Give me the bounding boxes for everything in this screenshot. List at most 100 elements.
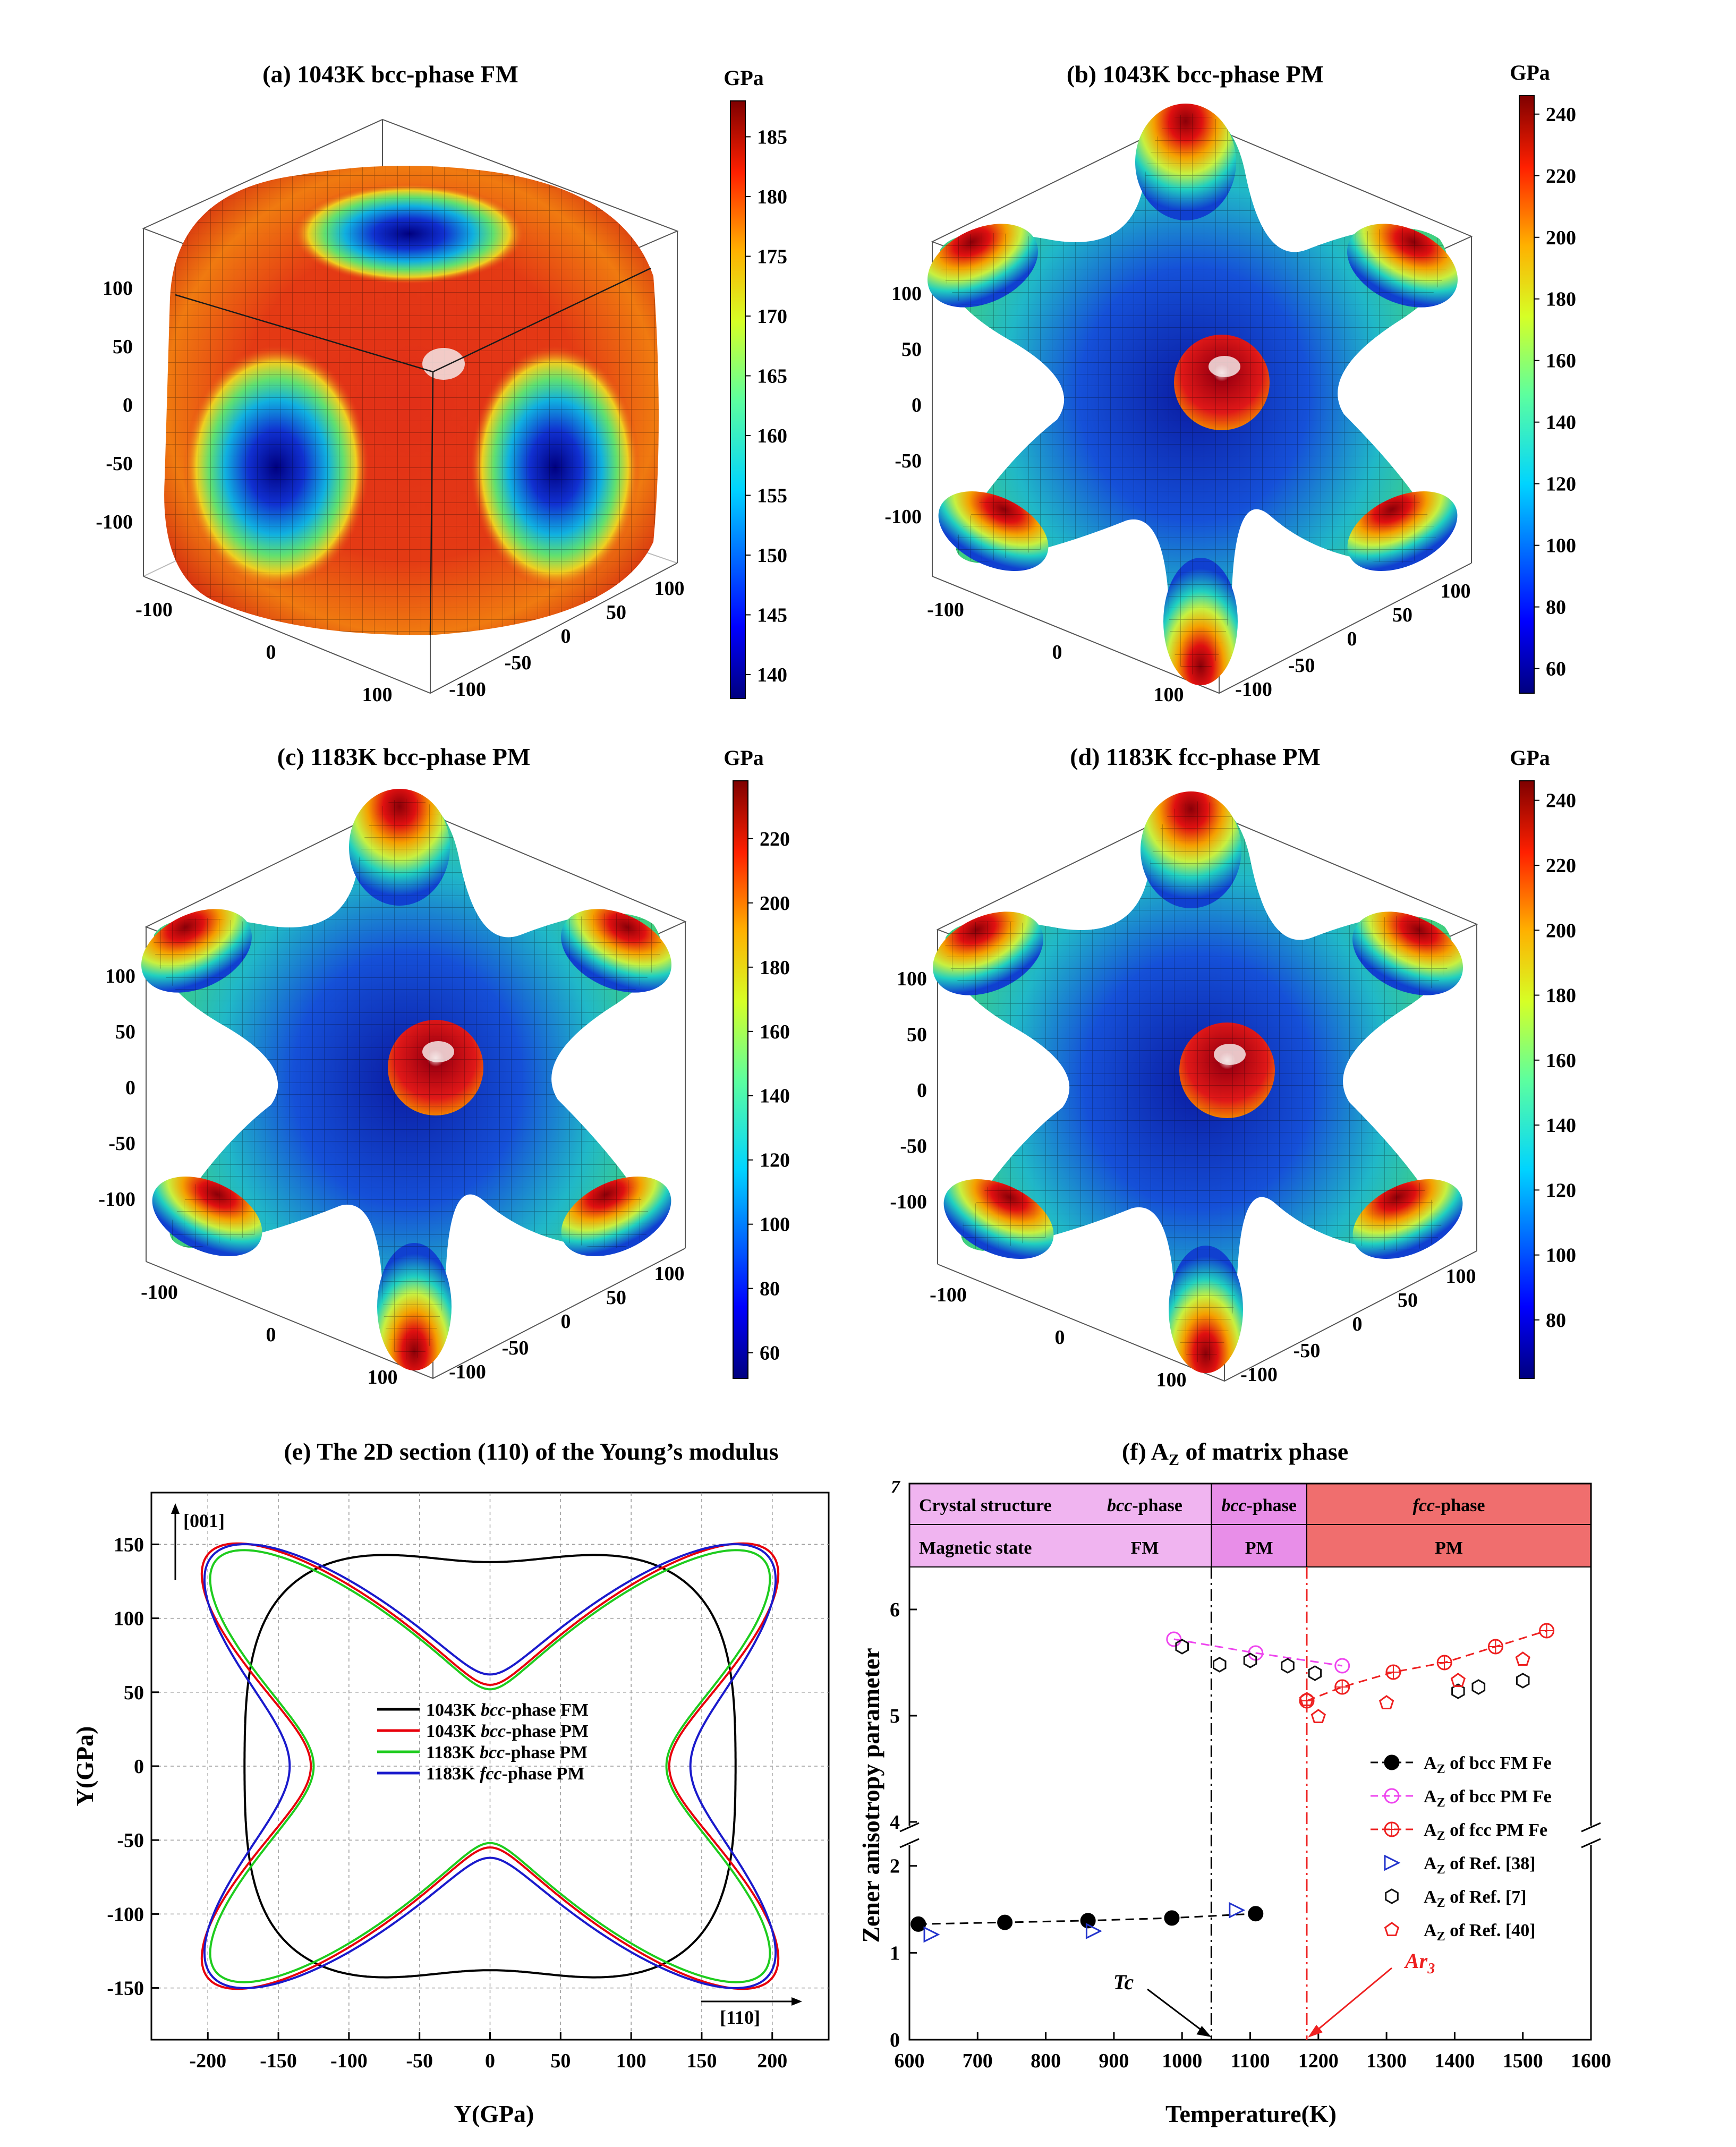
axis-break-mark — [1581, 1822, 1601, 1833]
legend-label-part: 1183K — [426, 1743, 480, 1762]
legend-label-part: Z — [1437, 1930, 1445, 1944]
legend-label-part: 1043K — [426, 1722, 481, 1741]
colorbar-tick-label: 240 — [1546, 104, 1576, 126]
y-tick: 0 — [1352, 1313, 1363, 1335]
marker-hexagon — [1175, 1639, 1189, 1655]
table-cell-part: fcc — [1413, 1496, 1435, 1515]
marker-hexagon — [1281, 1658, 1295, 1674]
y-tick: -100 — [1240, 1364, 1278, 1386]
marker-hexagon — [1516, 1673, 1530, 1689]
marker-cross — [1335, 1680, 1349, 1694]
panel-a: (a) 1043K bcc-phase FM GPa 1851801751701… — [96, 61, 787, 706]
y-tick-label: 150 — [114, 1533, 144, 1556]
y-tick: 100 — [1446, 1265, 1476, 1288]
legend-label-part: -phase PM — [506, 1722, 589, 1741]
marker-filled-circle — [1164, 1910, 1180, 1926]
panel-b-colorbar-unit: GPa — [1510, 61, 1550, 84]
panel-e-grid — [151, 1493, 829, 2040]
legend-label: 1183K bcc-phase PM — [426, 1743, 588, 1762]
marker-triangle — [1384, 1854, 1401, 1871]
z-tick: 0 — [125, 1077, 135, 1099]
legend-label: 1043K bcc-phase FM — [426, 1700, 589, 1720]
marker-pentagon — [1299, 1692, 1315, 1706]
curve-1183k-fcc-phase-pm — [203, 1543, 777, 1989]
panel-e-polar-section: (e) The 2D section (110) of the Young’s … — [71, 1438, 830, 2127]
z-tick: 50 — [115, 1021, 135, 1043]
table-cell: fcc-phase — [1413, 1496, 1485, 1515]
marker-triangle — [923, 1926, 940, 1943]
panel-a-colorbar-ticks: 185 180 175 170 165 160 155 150 145 140 — [745, 126, 787, 686]
legend-label-part: A — [1424, 1787, 1437, 1807]
table-cell-part: -phase — [1132, 1496, 1182, 1515]
x-tick-label: 150 — [686, 2050, 717, 2072]
table-cell-part: -phase — [1247, 1496, 1297, 1515]
colorbar-tick-label: 150 — [757, 544, 787, 567]
marker-pentagon — [1310, 1709, 1326, 1723]
table-cell: FM — [1131, 1538, 1159, 1558]
legend-label-part: -phase PM — [502, 1764, 585, 1784]
colorbar-tick-label: 160 — [1546, 1050, 1576, 1072]
z-tick: -50 — [108, 1132, 135, 1155]
colorbar-tick-label: 200 — [760, 892, 790, 915]
panel-b-title: (b) 1043K bcc-phase PM — [1067, 61, 1324, 88]
colorbar-tick-label: 140 — [757, 664, 787, 686]
series-1 — [1166, 1631, 1350, 1674]
x-tick: -100 — [927, 599, 964, 621]
z-tick: 50 — [907, 1024, 927, 1046]
y-tick-label: 0 — [134, 1756, 144, 1778]
marker-hexagon — [1471, 1679, 1486, 1695]
colorbar-tick-label: 175 — [757, 246, 787, 268]
colorbar-tick-label: 140 — [1546, 412, 1576, 434]
x-tick-label: 700 — [963, 2050, 993, 2072]
table-cell-part: bcc — [1107, 1496, 1132, 1515]
ar3-arrow — [1312, 1967, 1392, 2035]
marker-cross — [1385, 1822, 1399, 1836]
marker-triangle — [1229, 1902, 1246, 1919]
legend-label: 1183K fcc-phase PM — [426, 1764, 584, 1784]
z-tick: 0 — [917, 1079, 927, 1102]
z-tick: -50 — [900, 1135, 927, 1157]
colorbar-tick-label: 60 — [760, 1342, 780, 1365]
y-tick-label: 50 — [124, 1682, 144, 1704]
marker-open-circle — [1334, 1658, 1350, 1674]
z-tick: -100 — [890, 1191, 927, 1213]
legend-label-part: Z — [1437, 1829, 1445, 1843]
panel-d-surface — [933, 791, 1463, 1373]
x-tick-label: 600 — [895, 2050, 925, 2072]
marker-triangle — [1085, 1923, 1102, 1939]
legend-label-part: Z — [1437, 1796, 1445, 1810]
x-tick-label: 1600 — [1571, 2050, 1611, 2072]
legend-label: AZ of Ref. [38] — [1424, 1854, 1536, 1877]
marker-hexagon — [1385, 1888, 1399, 1904]
colorbar-tick-label: 220 — [760, 828, 790, 850]
legend-label: AZ of Ref. [40] — [1424, 1921, 1536, 1944]
z-tick: 0 — [912, 394, 922, 416]
colorbar-tick-label: 160 — [757, 425, 787, 447]
table-cell-part: bcc — [1221, 1496, 1246, 1515]
legend-label-part: bcc — [481, 1722, 506, 1741]
direction-label-001: [001] — [183, 1510, 225, 1531]
y-tick: 100 — [654, 1263, 685, 1285]
legend-label-part: 1183K — [426, 1764, 480, 1784]
panel-b-axis-ticks: 100 50 0 -50 -100 -100 0 100 100 50 0 -5… — [884, 283, 1470, 706]
legend-label: 1043K bcc-phase PM — [426, 1722, 589, 1741]
band-bcc-fm — [909, 1484, 1212, 1567]
y-tick: -100 — [1235, 678, 1272, 701]
y-tick: 0 — [1347, 628, 1357, 650]
colorbar-tick-label: 100 — [1546, 1245, 1576, 1267]
x-tick-label: 200 — [757, 2050, 787, 2072]
legend-label-part: A — [1424, 1854, 1437, 1873]
colorbar-tick-label: 185 — [757, 126, 787, 149]
x-tick-label: 1000 — [1162, 2050, 1202, 2072]
table-cell-part: -phase — [1435, 1496, 1485, 1515]
ar3-label: Ar3 — [1403, 1949, 1435, 1977]
colorbar-tick-label: 200 — [1546, 919, 1576, 942]
marker-open-circle — [1384, 1788, 1400, 1804]
marker-pentagon — [1378, 1695, 1394, 1709]
z-tick: -100 — [96, 511, 133, 533]
marker-cross — [1437, 1656, 1452, 1669]
y-tick: 0 — [561, 625, 571, 647]
marker-hexagon — [1243, 1652, 1257, 1668]
